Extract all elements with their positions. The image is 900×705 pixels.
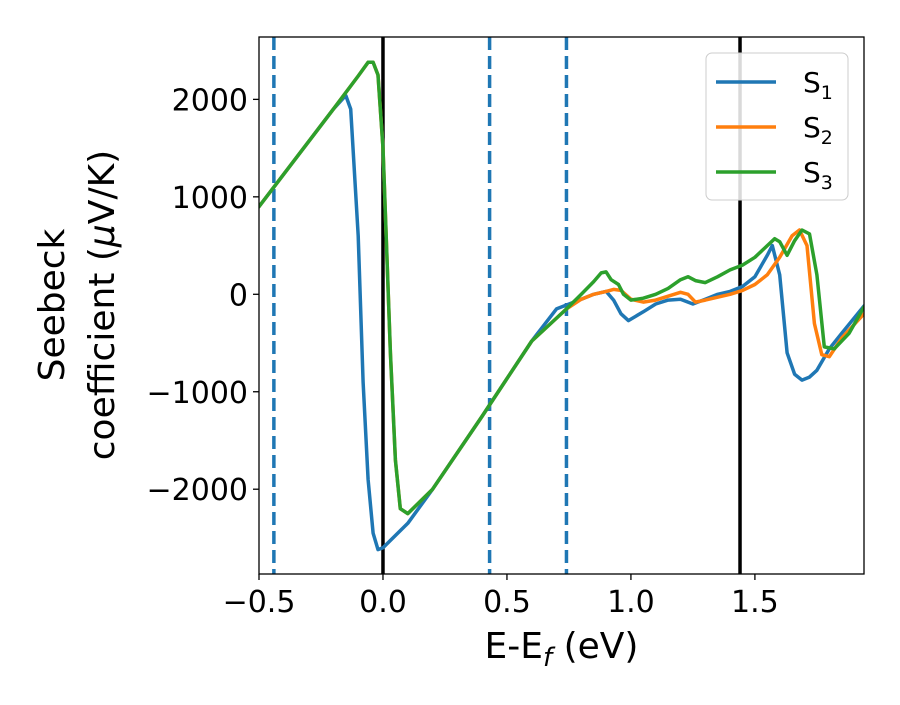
x-tick-label: 1.0	[607, 585, 655, 620]
x-tick-label: 1.5	[731, 585, 779, 620]
series-lines	[259, 60, 864, 552]
x-tick-label: −0.5	[223, 585, 296, 620]
x-axis-label: E-Ef (eV)	[485, 626, 639, 673]
legend-label-s1: S1	[803, 66, 833, 104]
legend-label-s2: S2	[803, 111, 833, 149]
legend-items: S1 S2 S3	[716, 66, 833, 194]
plot-frame	[258, 36, 865, 575]
x-tick-label: 0.5	[483, 585, 531, 620]
y-tick-label: −2000	[147, 473, 248, 508]
vertical-reference-lines	[272, 37, 742, 574]
y-tick-label: 1000	[172, 181, 248, 216]
y-axis-ticks: −2000 −1000 0 1000 2000	[147, 83, 259, 508]
y-tick-label: 0	[229, 278, 248, 313]
y-axis-label-line2: coefficient (μV/K)	[82, 150, 123, 460]
legend-box	[705, 52, 849, 201]
x-tick-label: 0.0	[359, 585, 407, 620]
legend-label-s3: S3	[803, 156, 833, 194]
x-axis-ticks: −0.5 0.0 0.5 1.0 1.5	[223, 574, 779, 620]
y-tick-label: 2000	[172, 83, 248, 118]
legend: S1 S2 S3	[705, 52, 849, 201]
series-line-s1	[259, 93, 864, 552]
y-tick-label: −1000	[147, 376, 248, 411]
series-line-s3	[259, 60, 864, 516]
y-axis-label-line1: Seebeck	[32, 228, 73, 381]
